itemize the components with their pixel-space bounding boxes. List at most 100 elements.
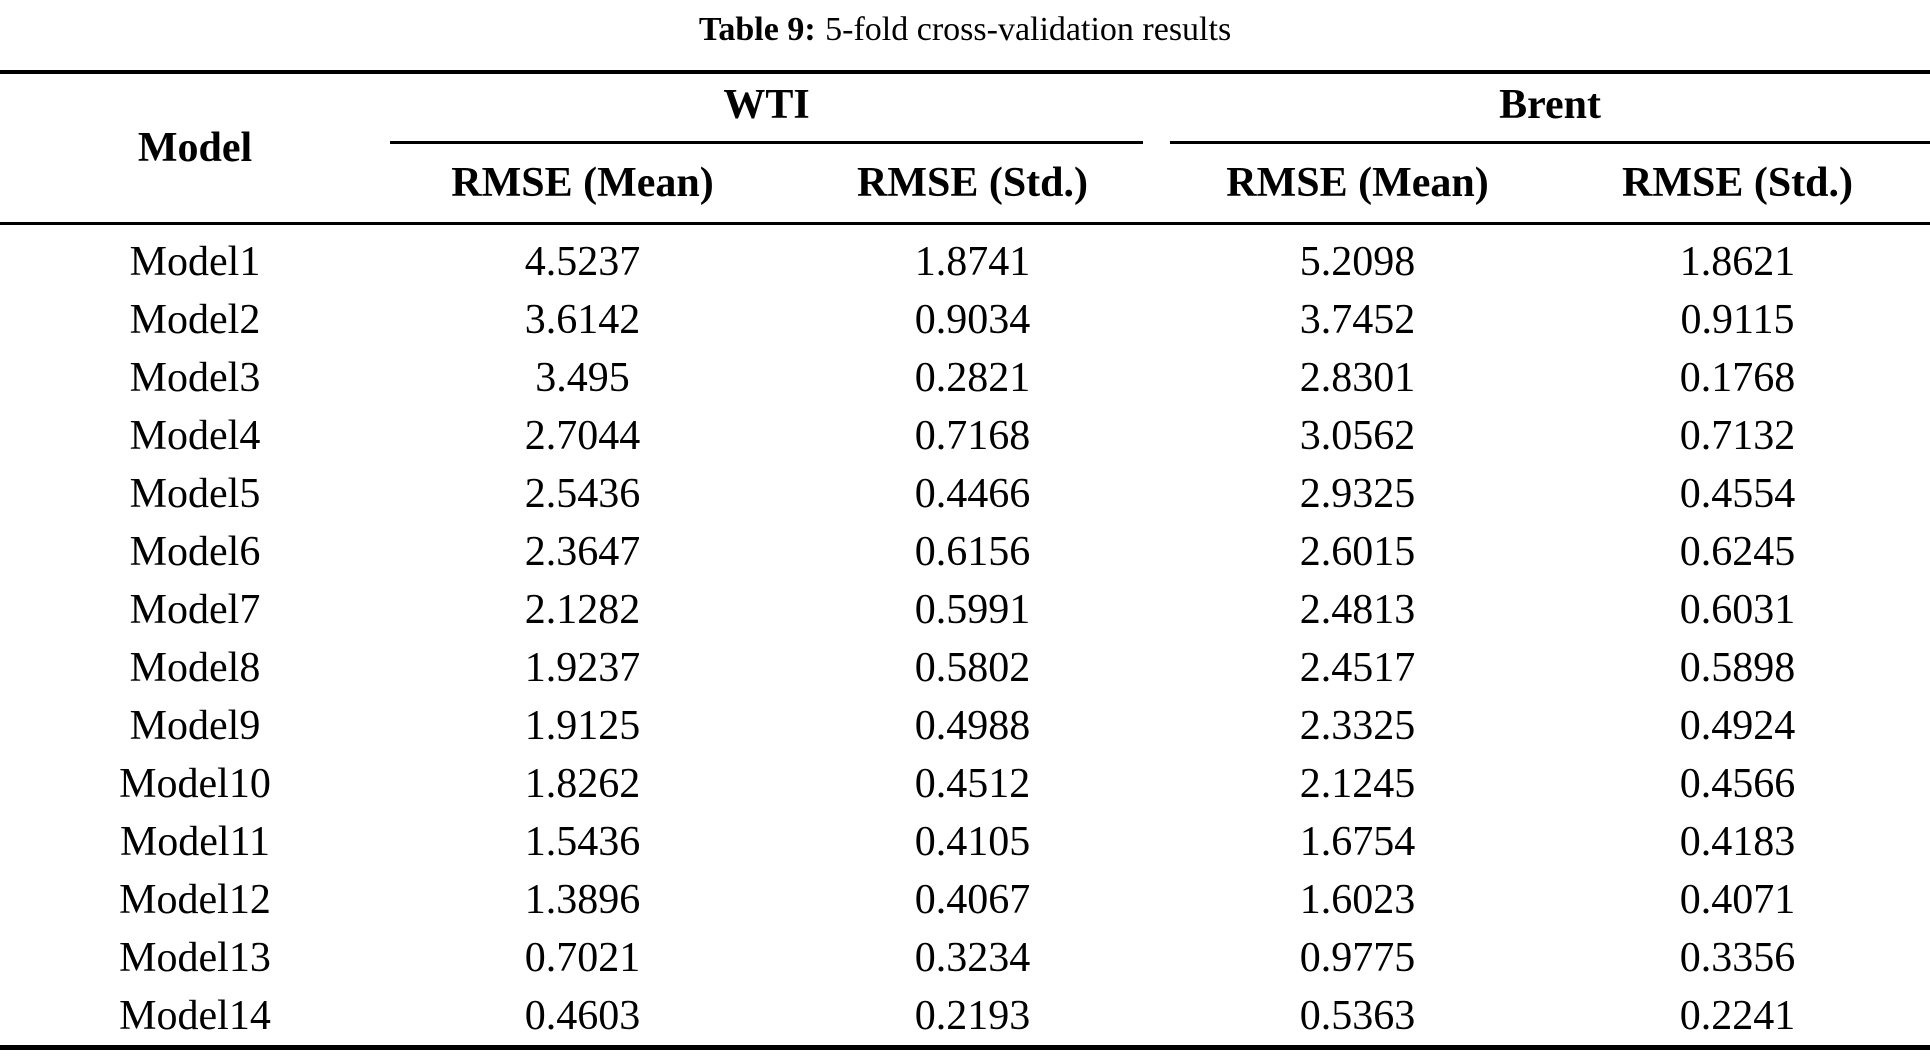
cell-wti-rmse-std: 0.4988: [914, 703, 1031, 749]
cell-brent-rmse-std: 0.1768: [1679, 355, 1796, 401]
cell-model: Model7: [129, 587, 261, 633]
cell-brent-rmse-mean: 2.1245: [1299, 761, 1416, 807]
table-row: Model4 2.7044 0.7168 3.0562 0.7132: [0, 407, 1930, 465]
cell-wti-rmse-std: 0.3234: [914, 935, 1031, 981]
cell-model: Model9: [129, 703, 261, 749]
cell-wti-rmse-std: 0.7168: [914, 413, 1031, 459]
cell-model: Model13: [119, 935, 271, 981]
cell-wti-rmse-mean: 2.1282: [524, 587, 641, 633]
group-header-brent: Brent: [1170, 72, 1930, 144]
table-row: Model11 1.5436 0.4105 1.6754 0.4183: [0, 813, 1930, 871]
cell-wti-rmse-mean: 0.4603: [524, 993, 641, 1039]
table-row: Model5 2.5436 0.4466 2.9325 0.4554: [0, 465, 1930, 523]
group-header-row: Model WTI Brent: [0, 72, 1930, 171]
table-row: Model7 2.1282 0.5991 2.4813 0.6031: [0, 581, 1930, 639]
cell-wti-rmse-std: 0.4067: [914, 877, 1031, 923]
cell-brent-rmse-std: 0.2241: [1679, 993, 1796, 1039]
cell-brent-rmse-mean: 1.6754: [1299, 819, 1416, 865]
cell-wti-rmse-mean: 1.9237: [524, 645, 641, 691]
table-row: Model8 1.9237 0.5802 2.4517 0.5898: [0, 639, 1930, 697]
table-row: Model1 4.5237 1.8741 5.2098 1.8621: [0, 224, 1930, 292]
cell-wti-rmse-mean: 2.5436: [524, 471, 641, 517]
cell-brent-rmse-mean: 3.7452: [1299, 297, 1416, 343]
cell-wti-rmse-mean: 4.5237: [524, 239, 641, 285]
cell-brent-rmse-mean: 2.8301: [1299, 355, 1416, 401]
table-row: Model14 0.4603 0.2193 0.5363 0.2241: [0, 987, 1930, 1048]
column-header-brent-rmse-std: RMSE (Std.): [1622, 160, 1854, 206]
cell-brent-rmse-std: 0.9115: [1680, 297, 1795, 343]
cell-brent-rmse-std: 0.7132: [1679, 413, 1796, 459]
column-header-brent-rmse-mean: RMSE (Mean): [1226, 160, 1489, 206]
cell-brent-rmse-mean: 1.6023: [1299, 877, 1416, 923]
table-row: Model10 1.8262 0.4512 2.1245 0.4566: [0, 755, 1930, 813]
table-row: Model2 3.6142 0.9034 3.7452 0.9115: [0, 291, 1930, 349]
cell-wti-rmse-mean: 1.3896: [524, 877, 641, 923]
cell-model: Model8: [129, 645, 261, 691]
cell-brent-rmse-std: 0.6031: [1679, 587, 1796, 633]
cell-wti-rmse-mean: 1.8262: [524, 761, 641, 807]
cell-model: Model2: [129, 297, 261, 343]
cell-brent-rmse-std: 0.4071: [1679, 877, 1796, 923]
caption-text: 5-fold cross-validation results: [825, 11, 1232, 48]
cell-brent-rmse-std: 0.4183: [1679, 819, 1796, 865]
cell-brent-rmse-std: 0.5898: [1679, 645, 1796, 691]
table-row: Model6 2.3647 0.6156 2.6015 0.6245: [0, 523, 1930, 581]
cell-brent-rmse-mean: 5.2098: [1299, 239, 1416, 285]
cell-model: Model3: [129, 355, 261, 401]
cell-wti-rmse-std: 0.9034: [914, 297, 1031, 343]
cell-wti-rmse-mean: 2.7044: [524, 413, 641, 459]
cell-brent-rmse-mean: 2.3325: [1299, 703, 1416, 749]
cell-brent-rmse-std: 0.4554: [1679, 471, 1796, 517]
cell-brent-rmse-mean: 2.6015: [1299, 529, 1416, 575]
cell-wti-rmse-std: 0.4466: [914, 471, 1031, 517]
cell-brent-rmse-mean: 2.4813: [1299, 587, 1416, 633]
cell-wti-rmse-mean: 1.5436: [524, 819, 641, 865]
cell-wti-rmse-std: 0.4105: [914, 819, 1031, 865]
results-table: Model WTI Brent RMSE (Mean) RMSE (Std.) …: [0, 70, 1930, 1050]
cell-wti-rmse-std: 0.5991: [914, 587, 1031, 633]
cell-brent-rmse-std: 0.4566: [1679, 761, 1796, 807]
cell-wti-rmse-mean: 0.7021: [524, 935, 641, 981]
table-row: Model12 1.3896 0.4067 1.6023 0.4071: [0, 871, 1930, 929]
cell-model: Model1: [129, 239, 261, 285]
group-label-wti: WTI: [723, 82, 810, 128]
table-row: Model9 1.9125 0.4988 2.3325 0.4924: [0, 697, 1930, 755]
caption-label: Table 9:: [698, 11, 816, 48]
cell-model: Model4: [129, 413, 261, 459]
table-row: Model3 3.495 0.2821 2.8301 0.1768: [0, 349, 1930, 407]
cell-brent-rmse-std: 1.8621: [1679, 239, 1796, 285]
cell-brent-rmse-std: 0.4924: [1679, 703, 1796, 749]
table-header: Model WTI Brent RMSE (Mean) RMSE (Std.) …: [0, 72, 1930, 224]
cell-wti-rmse-std: 0.2821: [914, 355, 1031, 401]
cell-model: Model14: [119, 993, 271, 1039]
cell-wti-rmse-mean: 3.495: [535, 355, 630, 401]
cell-model: Model11: [119, 819, 271, 865]
cell-wti-rmse-mean: 3.6142: [524, 297, 641, 343]
table-caption: Table 9: 5-fold cross-validation results: [0, 0, 1930, 52]
cell-wti-rmse-std: 0.2193: [914, 993, 1031, 1039]
sub-header-row: RMSE (Mean) RMSE (Std.) RMSE (Mean) RMSE…: [0, 144, 1930, 224]
cell-brent-rmse-std: 0.3356: [1679, 935, 1796, 981]
cell-wti-rmse-mean: 1.9125: [524, 703, 641, 749]
table-row: Model13 0.7021 0.3234 0.9775 0.3356: [0, 929, 1930, 987]
cell-brent-rmse-mean: 3.0562: [1299, 413, 1416, 459]
cell-brent-rmse-mean: 0.5363: [1299, 993, 1416, 1039]
cell-model: Model5: [129, 471, 261, 517]
cell-brent-rmse-mean: 2.4517: [1299, 645, 1416, 691]
cell-wti-rmse-std: 0.5802: [914, 645, 1031, 691]
cell-brent-rmse-std: 0.6245: [1679, 529, 1796, 575]
column-header-wti-rmse-mean: RMSE (Mean): [451, 160, 714, 206]
group-header-wti: WTI: [390, 72, 1170, 144]
cell-wti-rmse-mean: 2.3647: [524, 529, 641, 575]
column-header-wti-rmse-std: RMSE (Std.): [856, 160, 1089, 206]
group-label-brent: Brent: [1499, 82, 1601, 128]
table-body: Model1 4.5237 1.8741 5.2098 1.8621 Model…: [0, 224, 1930, 1048]
cell-brent-rmse-mean: 2.9325: [1299, 471, 1416, 517]
cell-model: Model6: [129, 529, 261, 575]
column-header-model: Model: [137, 125, 253, 171]
cell-brent-rmse-mean: 0.9775: [1299, 935, 1416, 981]
cell-wti-rmse-std: 0.6156: [914, 529, 1031, 575]
cell-model: Model12: [119, 877, 271, 923]
cell-model: Model10: [119, 761, 271, 807]
